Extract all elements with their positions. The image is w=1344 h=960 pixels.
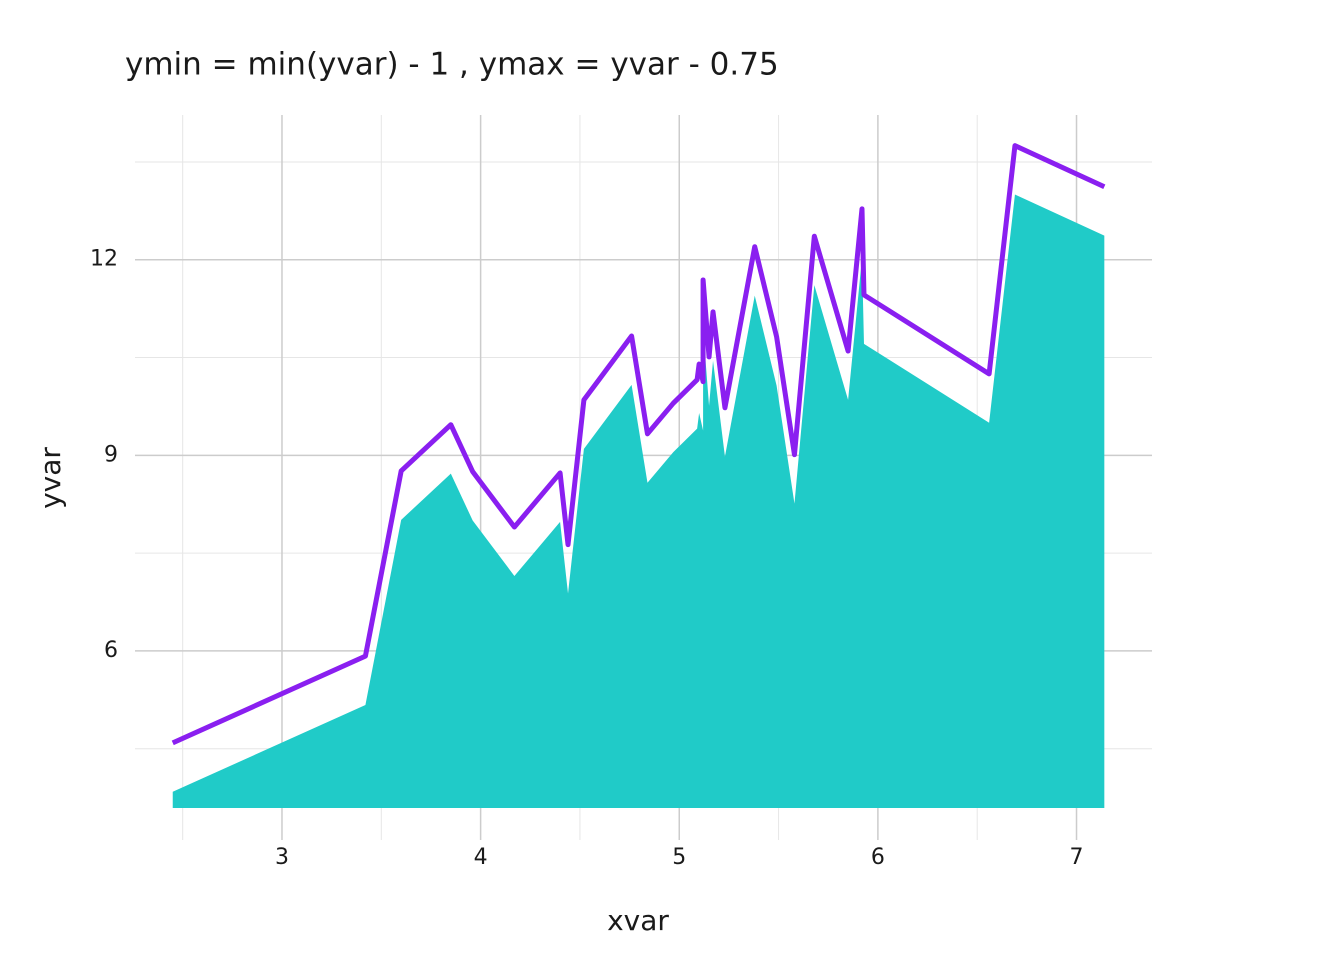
- x-tick-label: 3: [275, 845, 289, 870]
- x-tick-label: 6: [871, 845, 885, 870]
- ribbon-area: [172, 194, 1105, 809]
- chart-title: ymin = min(yvar) - 1 , ymax = yvar - 0.7…: [125, 47, 779, 83]
- y-axis-label: yvar: [34, 447, 67, 509]
- x-tick-label: 7: [1070, 845, 1084, 870]
- x-axis-label: xvar: [607, 904, 669, 937]
- line: [171, 143, 1106, 746]
- y-tick-label: 6: [104, 638, 118, 663]
- y-tick-label: 12: [90, 247, 118, 272]
- y-tick-label: 9: [104, 442, 118, 467]
- x-tick-label: 5: [672, 845, 686, 870]
- x-tick-label: 4: [474, 845, 488, 870]
